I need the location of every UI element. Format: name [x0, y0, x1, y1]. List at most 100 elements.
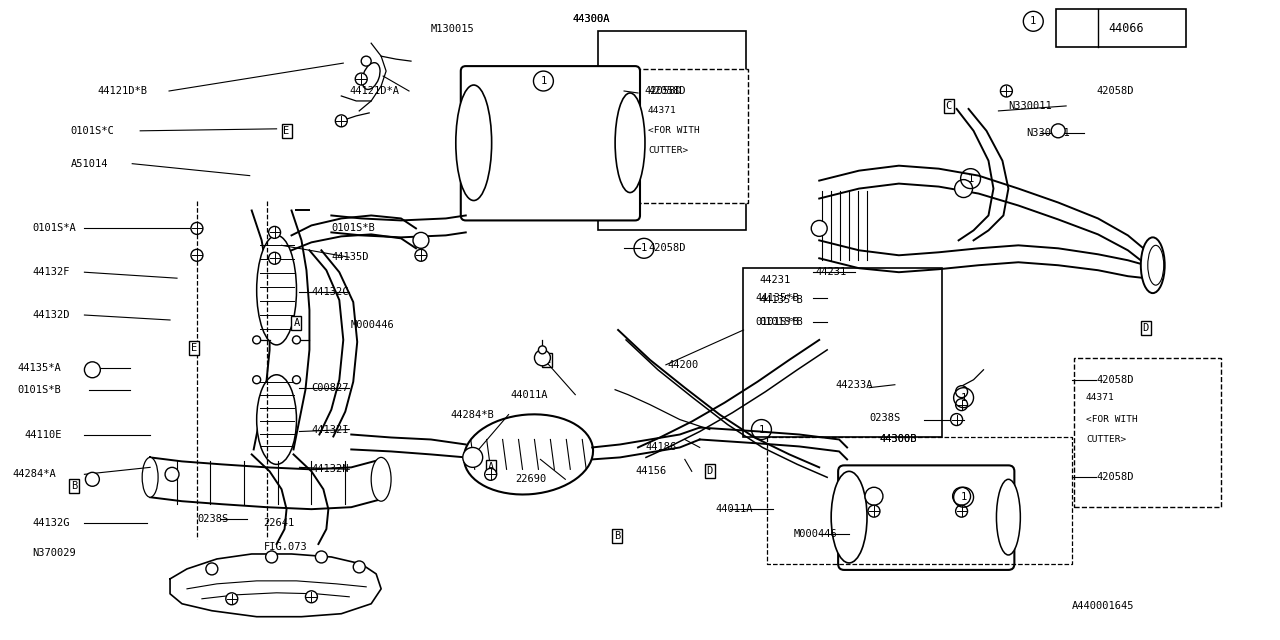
- Text: D: D: [1143, 323, 1149, 333]
- Text: 44121D*B: 44121D*B: [97, 86, 147, 96]
- Circle shape: [306, 591, 317, 603]
- Text: 0101S*B: 0101S*B: [332, 223, 375, 234]
- Text: <FOR WITH: <FOR WITH: [648, 126, 700, 135]
- Text: 44132G: 44132G: [33, 518, 70, 528]
- Text: 44066: 44066: [1108, 22, 1143, 35]
- Text: 42058D: 42058D: [648, 243, 686, 253]
- Text: 1: 1: [641, 243, 648, 253]
- Text: 42058D: 42058D: [648, 86, 686, 96]
- Ellipse shape: [996, 479, 1020, 555]
- Bar: [1056, 10, 1185, 47]
- Text: B: B: [72, 481, 78, 492]
- Text: CUTTER>: CUTTER>: [1085, 435, 1126, 444]
- Text: 44300B: 44300B: [879, 435, 916, 444]
- Circle shape: [956, 399, 968, 411]
- Text: 44135*A: 44135*A: [18, 363, 61, 372]
- Ellipse shape: [456, 85, 492, 200]
- Text: FIG.073: FIG.073: [264, 542, 307, 552]
- Text: 1: 1: [960, 393, 966, 403]
- Text: 42058D: 42058D: [1096, 472, 1134, 483]
- Text: E: E: [191, 343, 197, 353]
- Text: 44300A: 44300A: [572, 14, 609, 24]
- FancyBboxPatch shape: [838, 465, 1014, 570]
- Circle shape: [356, 73, 367, 85]
- Text: 44011A: 44011A: [716, 504, 753, 514]
- Text: CUTTER>: CUTTER>: [648, 146, 689, 156]
- Circle shape: [1001, 85, 1012, 97]
- Text: D: D: [707, 467, 713, 476]
- Text: N370029: N370029: [33, 548, 77, 558]
- Text: 44110E: 44110E: [24, 429, 63, 440]
- Text: B: B: [614, 531, 621, 541]
- Text: 44300B: 44300B: [879, 435, 916, 444]
- Circle shape: [353, 561, 365, 573]
- Text: A51014: A51014: [70, 159, 108, 169]
- Text: 44132D: 44132D: [33, 310, 70, 320]
- Text: M000446: M000446: [794, 529, 837, 539]
- Bar: [636, 69, 748, 202]
- Ellipse shape: [616, 93, 645, 193]
- Circle shape: [485, 468, 497, 480]
- Text: 44284*A: 44284*A: [13, 469, 56, 479]
- Text: 42058D: 42058D: [1096, 86, 1134, 96]
- Text: A: A: [293, 318, 300, 328]
- Ellipse shape: [1148, 245, 1164, 285]
- Text: M000446: M000446: [351, 320, 394, 330]
- Bar: [742, 268, 942, 438]
- Circle shape: [266, 551, 278, 563]
- Text: 0238S: 0238S: [869, 413, 900, 422]
- Text: M130015: M130015: [431, 24, 475, 35]
- Text: 44135*B: 44135*B: [755, 293, 799, 303]
- Circle shape: [952, 487, 970, 505]
- Circle shape: [293, 336, 301, 344]
- Bar: [598, 31, 745, 230]
- Text: N330011: N330011: [1009, 101, 1052, 111]
- Text: 44233A: 44233A: [835, 380, 873, 390]
- Ellipse shape: [1140, 237, 1165, 293]
- Circle shape: [269, 227, 280, 238]
- Text: 1: 1: [1030, 16, 1037, 26]
- Circle shape: [191, 250, 204, 261]
- Text: 0101S*B: 0101S*B: [759, 317, 804, 327]
- Circle shape: [206, 563, 218, 575]
- Circle shape: [293, 376, 301, 384]
- Circle shape: [865, 487, 883, 505]
- Text: 22641: 22641: [264, 518, 294, 528]
- Text: 42058D: 42058D: [644, 86, 681, 96]
- Text: A440001645: A440001645: [1073, 601, 1134, 611]
- Text: 1: 1: [968, 173, 974, 184]
- Bar: [1074, 358, 1221, 507]
- Ellipse shape: [257, 375, 297, 465]
- Text: 0101S*B: 0101S*B: [755, 317, 799, 327]
- Circle shape: [956, 386, 968, 397]
- Text: 0101S*B: 0101S*B: [18, 385, 61, 395]
- Circle shape: [539, 346, 547, 354]
- Text: 44135D: 44135D: [332, 252, 369, 262]
- Text: 44121D*A: 44121D*A: [349, 86, 399, 96]
- Text: 0238S: 0238S: [197, 514, 228, 524]
- Circle shape: [868, 505, 879, 517]
- FancyBboxPatch shape: [461, 66, 640, 220]
- Text: E: E: [283, 126, 289, 136]
- Text: C00827: C00827: [311, 383, 349, 393]
- Circle shape: [335, 115, 347, 127]
- Circle shape: [463, 447, 483, 467]
- Circle shape: [415, 250, 428, 261]
- Ellipse shape: [142, 458, 159, 497]
- Circle shape: [361, 56, 371, 66]
- Circle shape: [269, 252, 280, 264]
- Circle shape: [165, 467, 179, 481]
- Ellipse shape: [371, 458, 392, 501]
- Text: 44132N: 44132N: [311, 465, 349, 474]
- Text: 22690: 22690: [516, 474, 547, 484]
- Text: 44135*B: 44135*B: [759, 295, 804, 305]
- Text: 0101S*C: 0101S*C: [70, 126, 114, 136]
- Text: 44132F: 44132F: [33, 268, 70, 277]
- Text: C: C: [946, 101, 952, 111]
- Text: 44156: 44156: [635, 467, 667, 476]
- Text: 44371: 44371: [1085, 393, 1115, 402]
- Ellipse shape: [831, 471, 867, 563]
- Text: 0101S*A: 0101S*A: [33, 223, 77, 234]
- Circle shape: [955, 180, 973, 198]
- Text: 42058D: 42058D: [1096, 375, 1134, 385]
